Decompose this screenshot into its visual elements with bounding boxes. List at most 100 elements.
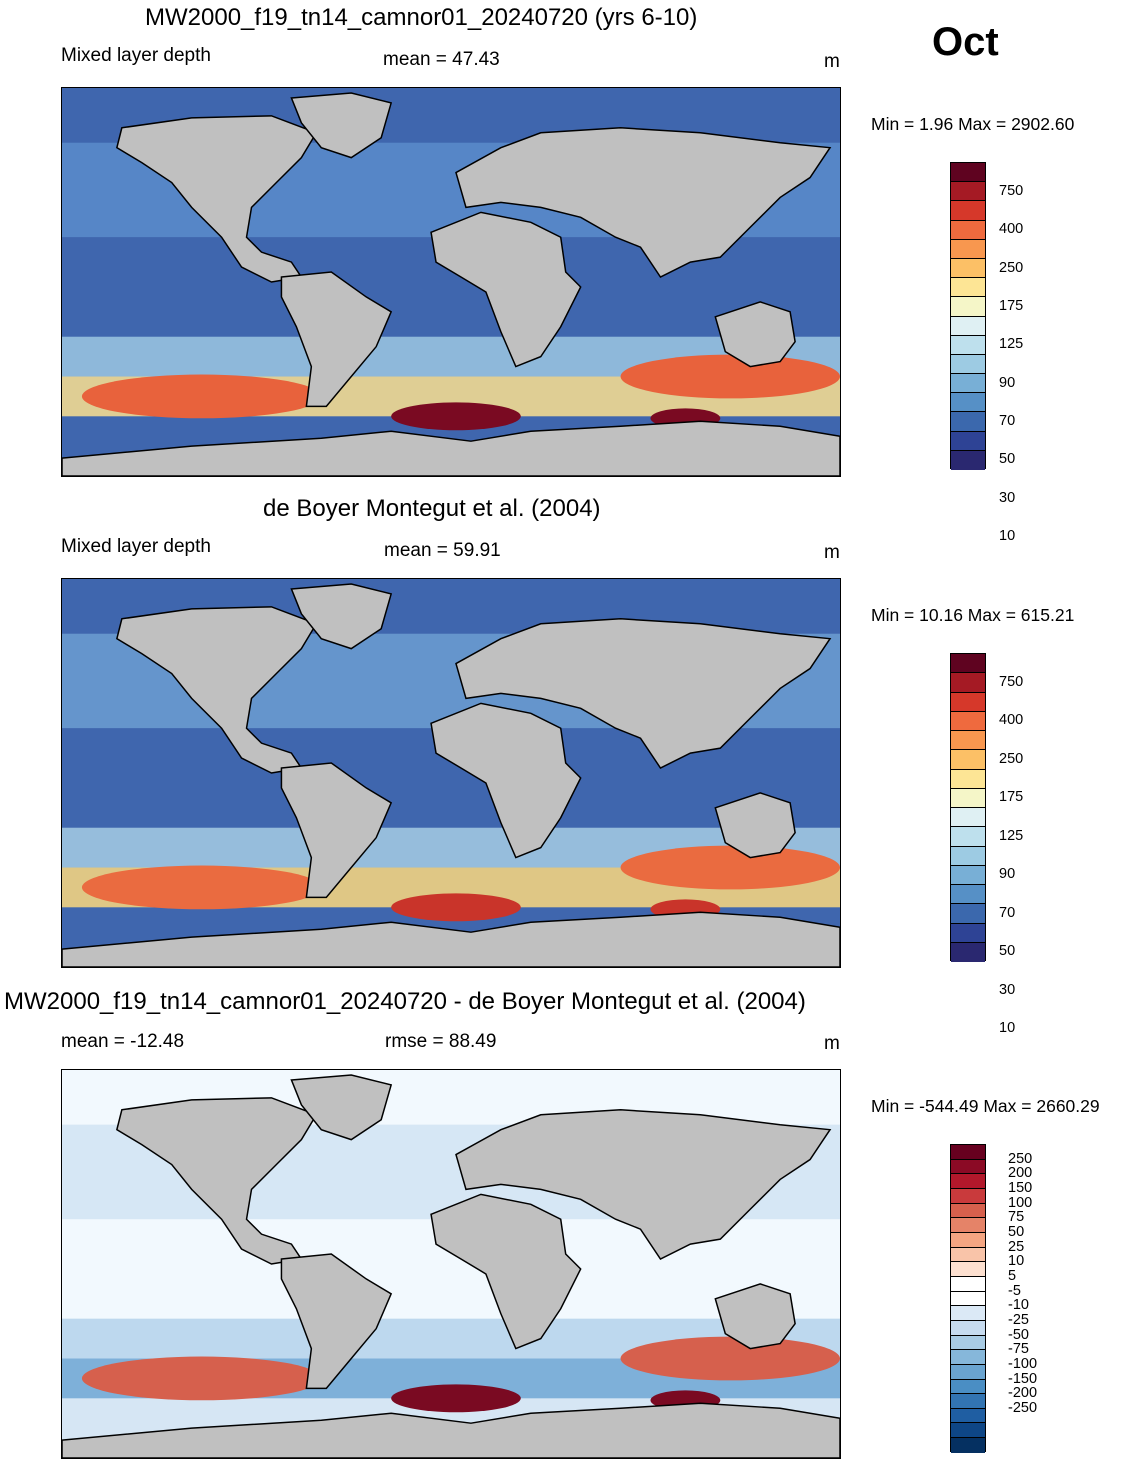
panel-1-units-label: m	[824, 51, 840, 72]
colorbar-tick-label: -75	[1008, 1341, 1029, 1358]
colorbar-segment	[951, 711, 985, 731]
colorbar-tick-label: -10	[1008, 1297, 1029, 1314]
colorbar-segment	[951, 750, 985, 770]
panel-1-mean-label: mean = 47.43	[383, 49, 500, 70]
panel-3-mean-label: mean = -12.48	[61, 1031, 185, 1052]
colorbar-tick-label: 250	[999, 750, 1024, 767]
colorbar-segment	[951, 731, 985, 751]
colorbar-segment	[951, 297, 985, 317]
colorbar-segment	[951, 1335, 985, 1351]
colorbar-segment	[951, 1408, 985, 1424]
colorbar-tick-label: 25	[1008, 1238, 1025, 1255]
colorbar-segment	[951, 1306, 985, 1321]
panel-3-title: MW2000_f19_tn14_camnor01_20240720 - de B…	[4, 988, 806, 1015]
colorbar-segment	[951, 1145, 985, 1160]
colorbar-segment	[951, 827, 985, 847]
colorbar-tick-label: 750	[999, 673, 1024, 690]
colorbar-segment	[951, 450, 985, 470]
colorbar-segment	[951, 335, 985, 355]
panel-2-colorbar	[950, 653, 986, 962]
panel-1-map	[61, 87, 841, 477]
colorbar-segment	[951, 942, 985, 962]
colorbar-segment	[951, 923, 985, 943]
colorbar-segment	[951, 1379, 985, 1395]
colorbar-segment	[951, 865, 985, 885]
panel-2-map	[61, 578, 841, 968]
panel-3-units-label: m	[824, 1033, 840, 1054]
colorbar-segment	[951, 654, 985, 674]
panel-1-minmax-label: Min = 1.96 Max = 2902.60	[871, 114, 1075, 134]
colorbar-segment	[951, 374, 985, 394]
colorbar-tick-label: 5	[1008, 1268, 1017, 1284]
colorbar-segment	[951, 1320, 985, 1336]
colorbar-tick-label: 75	[1008, 1209, 1025, 1226]
panel-3-colorbar	[950, 1144, 986, 1453]
colorbar-segment	[951, 220, 985, 240]
colorbar-tick-label: -25	[1008, 1312, 1029, 1328]
colorbar-tick-label: 175	[999, 297, 1024, 314]
colorbar-segment	[951, 1291, 985, 1307]
colorbar-tick-label: 50	[999, 451, 1016, 468]
colorbar-segment	[951, 1159, 985, 1175]
colorbar-tick-label: -150	[1008, 1370, 1038, 1387]
colorbar-segment	[951, 239, 985, 259]
colorbar-segment	[951, 1218, 985, 1233]
colorbar-segment	[951, 788, 985, 808]
month-label: Oct	[932, 20, 999, 64]
colorbar-tick-label: 10	[1008, 1253, 1025, 1270]
colorbar-segment	[951, 769, 985, 789]
colorbar-segment	[951, 1394, 985, 1409]
colorbar-segment	[951, 1232, 985, 1248]
colorbar-segment	[951, 354, 985, 375]
panel-1-title: MW2000_f19_tn14_camnor01_20240720 (yrs 6…	[145, 4, 698, 31]
colorbar-segment	[951, 1350, 985, 1365]
panel-3-map	[61, 1069, 841, 1459]
panel-2-map-svg	[62, 579, 840, 967]
colorbar-segment	[951, 808, 985, 828]
colorbar-segment	[951, 393, 985, 413]
colorbar-segment	[951, 1423, 985, 1439]
panel-2-mean-label: mean = 59.91	[384, 540, 501, 561]
colorbar-tick-label: 200	[1008, 1165, 1033, 1182]
colorbar-tick-label: 50	[999, 943, 1016, 960]
colorbar-tick-label: 750	[999, 182, 1024, 199]
colorbar-tick-label: 400	[999, 712, 1024, 729]
colorbar-tick-label: 100	[1008, 1194, 1033, 1211]
colorbar-segment	[951, 846, 985, 866]
colorbar-segment	[951, 673, 985, 693]
panel-2-title: de Boyer Montegut et al. (2004)	[263, 495, 601, 522]
colorbar-tick-label: 50	[1008, 1224, 1025, 1240]
panel-3-map-svg	[62, 1070, 840, 1458]
panel-3-rmse-label: rmse = 88.49	[385, 1031, 497, 1052]
colorbar-segment	[951, 1438, 985, 1453]
colorbar-tick-label: 250	[999, 259, 1024, 276]
panel-3-minmax-label: Min = -544.49 Max = 2660.29	[871, 1096, 1100, 1116]
colorbar-tick-label: 125	[999, 336, 1024, 353]
colorbar-segment	[951, 1188, 985, 1204]
colorbar-segment	[951, 1203, 985, 1219]
colorbar-segment	[951, 163, 985, 183]
colorbar-segment	[951, 1247, 985, 1263]
colorbar-segment	[951, 1276, 985, 1292]
colorbar-tick-label: -100	[1008, 1356, 1038, 1372]
colorbar-tick-label: 90	[999, 374, 1016, 391]
colorbar-segment	[951, 182, 985, 202]
colorbar-tick-label: 10	[999, 528, 1016, 545]
colorbar-segment	[951, 1262, 985, 1277]
colorbar-segment	[951, 258, 985, 279]
colorbar-segment	[951, 885, 985, 905]
colorbar-tick-label: 175	[999, 789, 1024, 806]
panel-1-variable-label: Mixed layer depth	[61, 45, 211, 66]
colorbar-tick-label: 30	[999, 981, 1016, 998]
colorbar-tick-label: -200	[1008, 1385, 1038, 1402]
colorbar-tick-label: -50	[1008, 1326, 1029, 1343]
colorbar-segment	[951, 904, 985, 924]
colorbar-segment	[951, 316, 985, 336]
colorbar-tick-label: 250	[1008, 1150, 1033, 1167]
panel-1-map-svg	[62, 88, 840, 476]
colorbar-segment	[951, 412, 985, 432]
colorbar-segment	[951, 431, 985, 451]
colorbar-tick-label: 150	[1008, 1180, 1033, 1196]
panel-2-variable-label: Mixed layer depth	[61, 536, 211, 557]
colorbar-tick-label: 30	[999, 489, 1016, 506]
